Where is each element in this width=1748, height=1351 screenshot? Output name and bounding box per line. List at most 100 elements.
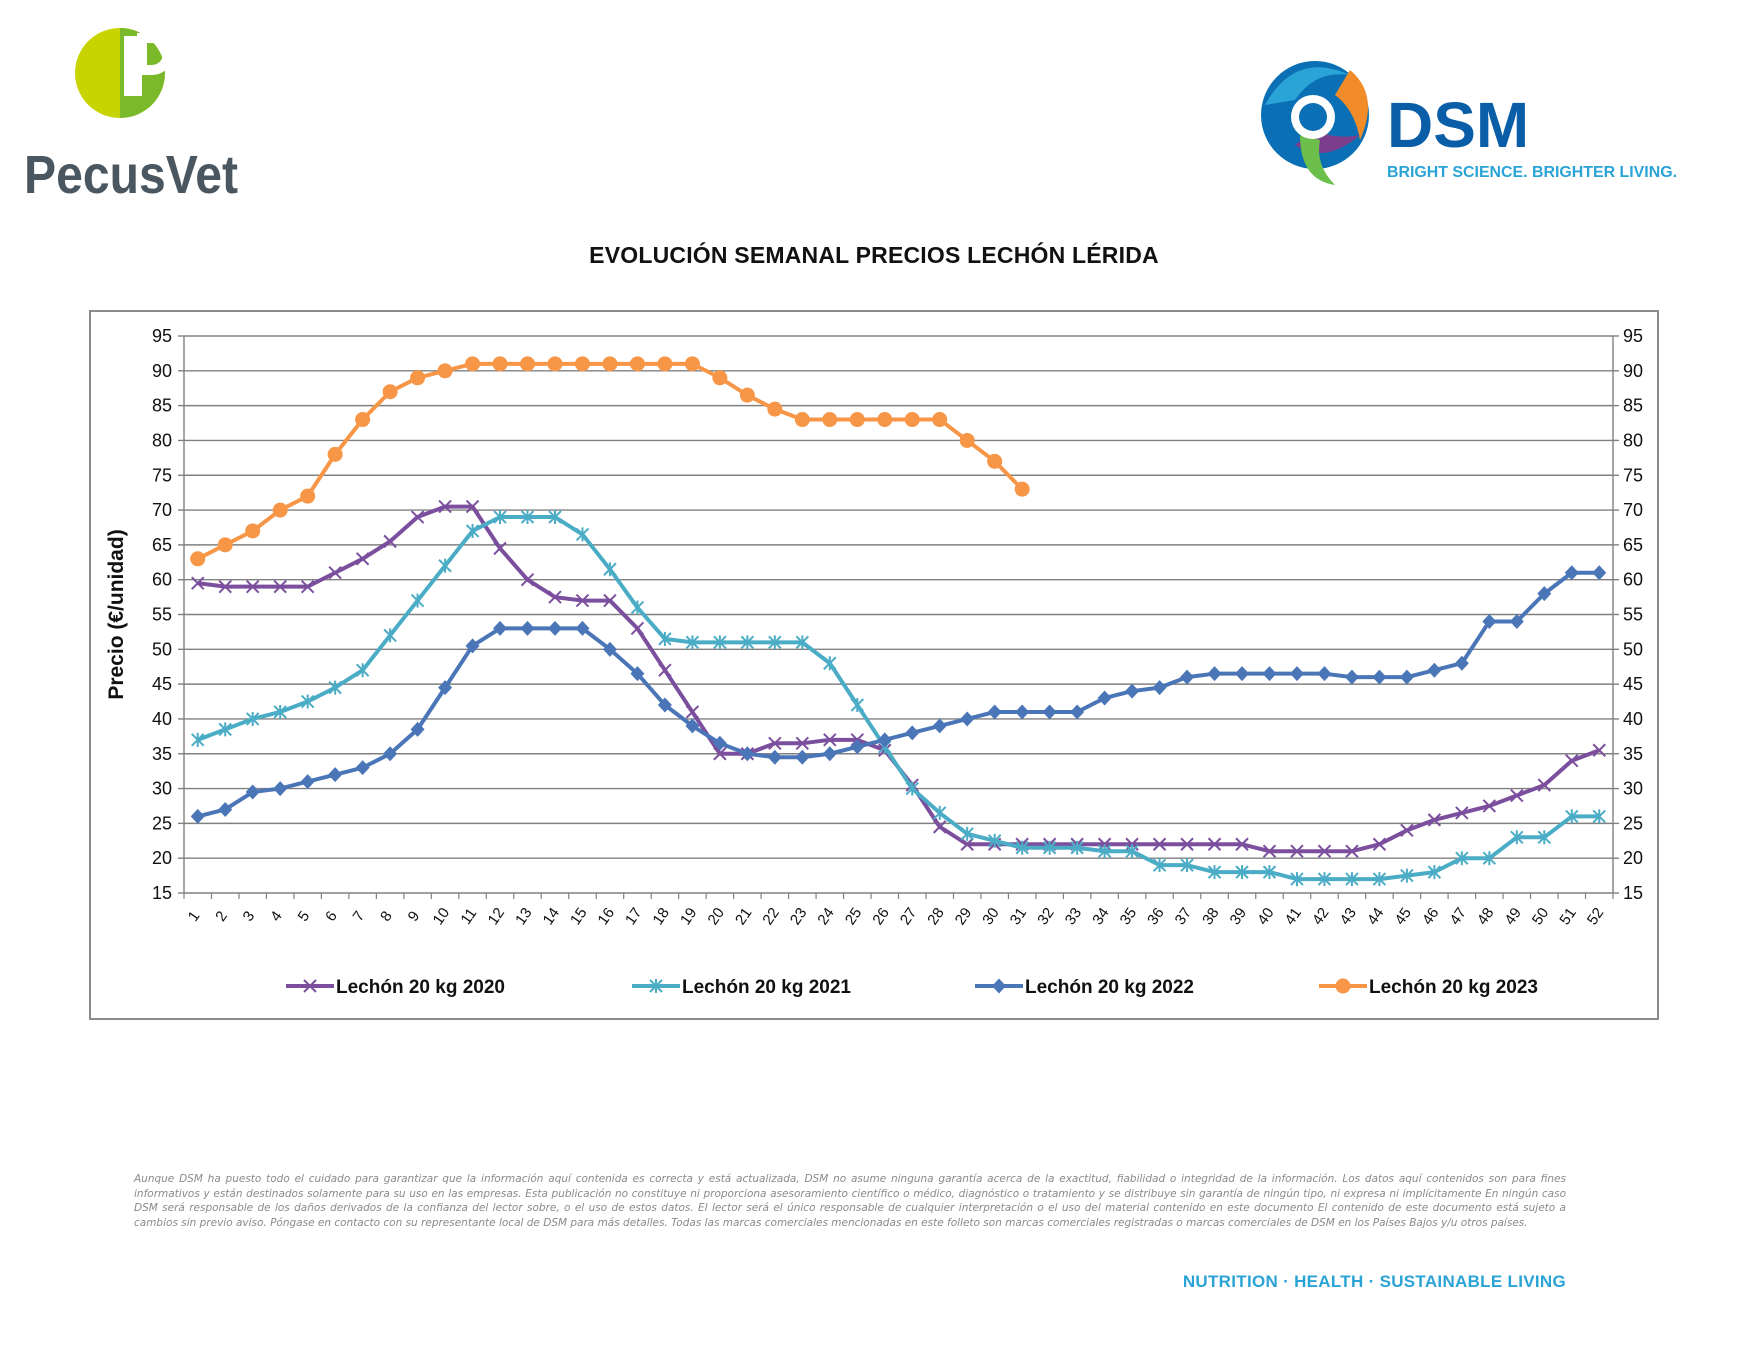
x-tick-label: 7 — [350, 908, 369, 925]
data-point — [1042, 840, 1057, 855]
pecusvet-wordmark: PecusVet — [24, 145, 238, 205]
data-point — [1235, 837, 1249, 851]
data-point — [1317, 872, 1332, 887]
legend-label: Lechón 20 kg 2023 — [1369, 977, 1538, 998]
data-point — [767, 401, 783, 417]
y2-tick-label: 75 — [1623, 465, 1643, 485]
data-point — [684, 356, 700, 372]
data-point — [933, 805, 947, 820]
data-point — [273, 781, 288, 797]
data-point — [960, 837, 974, 851]
data-point — [492, 356, 508, 372]
data-point — [574, 356, 590, 372]
data-point — [520, 572, 535, 587]
y-tick-label: 20 — [152, 848, 172, 868]
data-point — [493, 510, 507, 525]
data-point — [740, 746, 755, 762]
x-tick-label: 35 — [1117, 905, 1140, 928]
x-tick-label: 45 — [1391, 905, 1414, 928]
x-tick-label: 51 — [1556, 905, 1579, 928]
data-point — [410, 370, 426, 386]
data-point — [1427, 813, 1442, 827]
data-point — [437, 363, 453, 379]
x-tick-label: 32 — [1034, 905, 1057, 928]
data-point — [1345, 872, 1359, 887]
x-tick-label: 5 — [295, 908, 314, 925]
data-point — [877, 732, 892, 748]
data-point — [960, 711, 975, 727]
y-tick-label: 70 — [152, 500, 172, 520]
series-line — [197, 570, 1600, 819]
x-tick-label: 39 — [1227, 905, 1250, 928]
y-tick-label: 50 — [152, 639, 172, 659]
x-tick-label: 36 — [1144, 905, 1167, 928]
x-tick-label: 24 — [814, 905, 837, 928]
data-point — [465, 499, 480, 514]
data-point — [1014, 481, 1030, 497]
y-tick-label: 30 — [152, 779, 172, 799]
data-point — [438, 680, 453, 696]
x-tick-label: 10 — [430, 905, 453, 928]
data-point — [273, 704, 287, 719]
x-tick-label: 21 — [732, 905, 755, 928]
data-point — [1400, 868, 1414, 883]
x-tick-label: 2 — [212, 908, 231, 925]
data-point — [218, 722, 232, 737]
y2-tick-label: 20 — [1623, 848, 1643, 868]
data-point — [1180, 858, 1194, 873]
data-point — [712, 370, 728, 386]
data-point — [1372, 669, 1387, 685]
data-point — [602, 641, 617, 657]
data-point — [300, 694, 315, 709]
data-point — [987, 453, 1003, 469]
y-tick-label: 35 — [152, 744, 172, 764]
data-point — [713, 635, 727, 650]
series-line — [196, 361, 1024, 561]
data-point — [712, 735, 727, 751]
data-point — [932, 412, 948, 428]
data-point — [1125, 683, 1140, 699]
data-point — [657, 356, 673, 372]
data-point — [328, 767, 343, 783]
x-tick-label: 46 — [1419, 905, 1442, 928]
data-point — [685, 635, 700, 650]
x-tick-label: 22 — [759, 905, 782, 928]
data-point — [245, 784, 260, 800]
x-tick-label: 16 — [595, 905, 618, 928]
data-point — [438, 558, 452, 573]
data-point — [328, 566, 342, 580]
data-point — [1097, 844, 1112, 859]
data-point — [1180, 669, 1195, 685]
data-point — [272, 502, 288, 518]
series-4 — [190, 356, 1030, 567]
x-tick-label: 27 — [897, 905, 920, 928]
y2-tick-label: 30 — [1623, 779, 1643, 799]
x-tick-label: 49 — [1501, 905, 1524, 928]
data-point — [575, 527, 590, 542]
y-tick-label: 40 — [152, 709, 172, 729]
data-point — [1427, 662, 1442, 678]
x-tick-label: 42 — [1309, 905, 1332, 928]
data-point — [1427, 865, 1442, 880]
data-point — [1207, 865, 1222, 880]
y2-tick-label: 65 — [1623, 535, 1643, 555]
data-point — [987, 704, 1002, 720]
data-point — [767, 749, 782, 765]
data-point — [658, 631, 672, 646]
data-point — [1592, 743, 1606, 757]
data-point — [1509, 613, 1524, 629]
x-tick-label: 19 — [677, 905, 700, 928]
y2-tick-label: 60 — [1623, 570, 1643, 590]
data-point — [1537, 778, 1552, 792]
data-point — [850, 698, 864, 713]
x-tick-label: 12 — [485, 905, 508, 928]
data-point — [630, 666, 645, 682]
y2-tick-label: 50 — [1623, 639, 1643, 659]
y-axis-title: Precio (€/unidad) — [105, 529, 128, 699]
data-point — [1399, 669, 1414, 685]
data-point — [245, 711, 260, 726]
data-point — [630, 600, 645, 615]
x-tick-label: 20 — [704, 905, 727, 928]
data-point — [548, 510, 562, 525]
x-tick-label: 9 — [405, 908, 424, 925]
